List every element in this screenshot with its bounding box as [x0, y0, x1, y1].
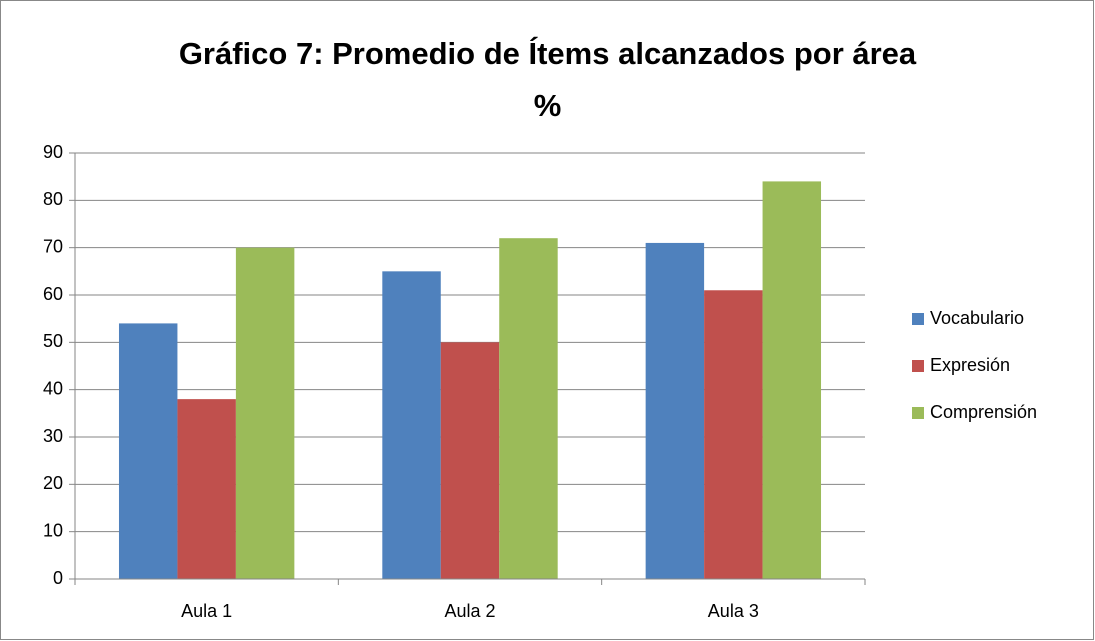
bar	[499, 238, 558, 579]
y-tick-label: 90	[43, 142, 63, 162]
y-tick-label: 70	[43, 236, 63, 256]
bar	[235, 247, 295, 579]
legend-swatch	[912, 313, 924, 325]
bar	[704, 290, 763, 579]
y-tick-label: 60	[43, 284, 63, 304]
x-tick-label: Aula 2	[444, 601, 495, 621]
y-tick-label: 0	[53, 568, 63, 588]
x-tick-label: Aula 1	[181, 601, 232, 621]
y-tick-label: 40	[43, 378, 63, 398]
legend-label: Vocabulario	[930, 308, 1024, 328]
y-tick-label: 50	[43, 331, 63, 351]
x-tick-label: Aula 3	[708, 601, 759, 621]
legend-swatch	[912, 407, 924, 419]
legend-label: Expresión	[930, 355, 1010, 375]
legend-label: Comprensión	[930, 402, 1037, 422]
bar	[440, 342, 500, 579]
y-tick-label: 30	[43, 426, 63, 446]
bar	[382, 271, 441, 579]
legend-swatch	[912, 360, 924, 372]
y-tick-label: 10	[43, 520, 63, 540]
bar	[645, 242, 705, 579]
bar	[118, 323, 178, 579]
bar	[762, 181, 822, 579]
bar	[177, 399, 236, 579]
y-tick-label: 80	[43, 189, 63, 209]
chart-title: Gráfico 7: Promedio de Ítems alcanzados …	[178, 36, 917, 123]
y-tick-label: 20	[43, 473, 63, 493]
